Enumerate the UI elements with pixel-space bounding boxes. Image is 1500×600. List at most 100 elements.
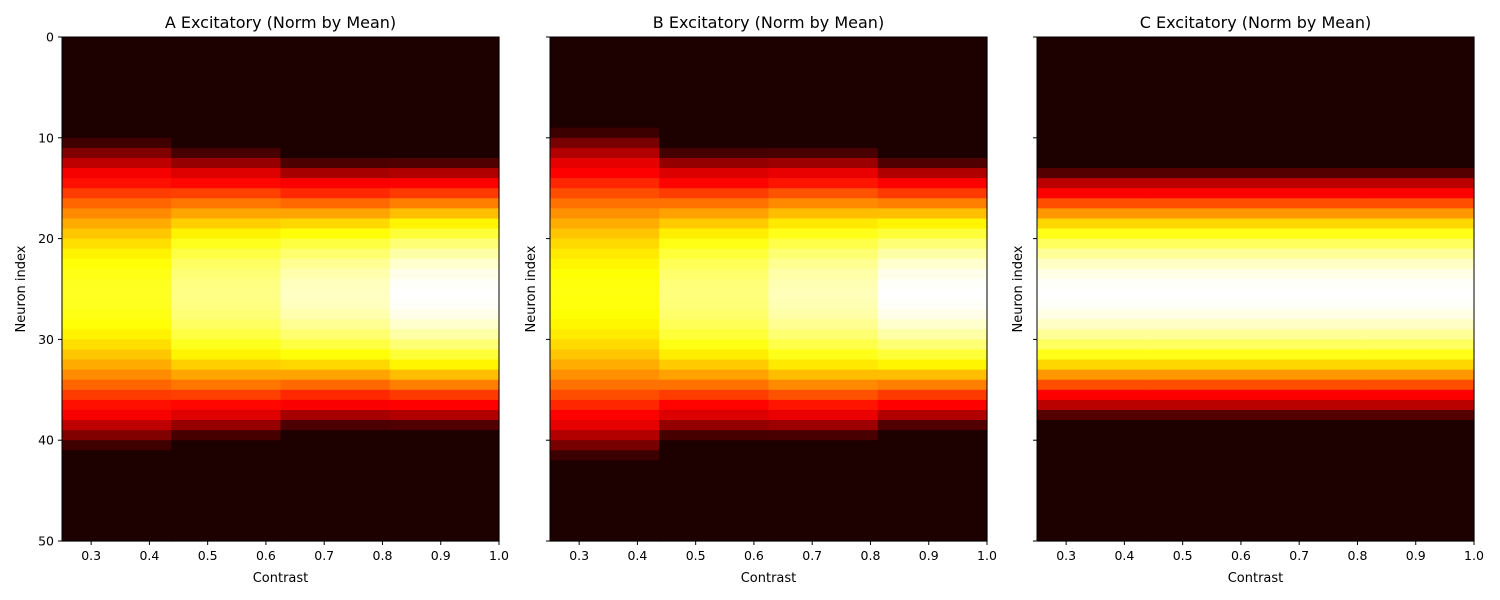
heatmap-cell: [1255, 87, 1366, 99]
x-tick-label: 0.5: [686, 548, 706, 563]
heatmap-cell: [62, 470, 172, 482]
heatmap-cell: [1255, 319, 1366, 330]
x-tick-label: 0.3: [569, 548, 589, 563]
heatmap-cell: [171, 168, 282, 179]
heatmap-cell: [877, 278, 988, 290]
heatmap-cell: [389, 359, 500, 371]
heatmap-cell: [389, 420, 500, 431]
heatmap-cell: [171, 198, 282, 209]
heatmap-cell: [550, 339, 660, 351]
heatmap-cell: [1146, 470, 1257, 482]
heatmap-cell: [389, 77, 500, 88]
heatmap-cell: [550, 440, 660, 451]
heatmap-cell: [171, 218, 282, 230]
heatmap-cell: [1146, 289, 1257, 300]
heatmap-cell: [550, 57, 660, 68]
heatmap-cell: [62, 399, 172, 411]
heatmap-cell: [62, 309, 172, 320]
heatmap-cell: [280, 127, 391, 139]
heatmap-cell: [877, 218, 988, 230]
heatmap-cell: [1037, 319, 1147, 330]
y-axis-label: Neuron index: [14, 245, 29, 332]
heatmap-cell: [62, 490, 172, 502]
heatmap-cell: [877, 188, 988, 199]
heatmap-cell: [389, 490, 500, 502]
heatmap-cell: [280, 218, 391, 230]
heatmap-cell: [1364, 137, 1475, 149]
heatmap-cell: [768, 490, 879, 502]
heatmap-cell: [659, 278, 770, 290]
heatmap-cell: [1146, 97, 1257, 109]
heatmap-cell: [171, 157, 282, 169]
heatmap-cell: [768, 420, 879, 431]
heatmap-cell: [1364, 299, 1475, 310]
plot-frame: [549, 36, 988, 542]
heatmap-cell: [659, 389, 770, 401]
heatmap-cell: [659, 57, 770, 68]
heatmap-cell: [389, 57, 500, 68]
heatmap-cell: [171, 319, 282, 330]
heatmap-cell: [877, 238, 988, 250]
heatmap-cell: [768, 470, 879, 482]
heatmap-cell: [1364, 168, 1475, 179]
heatmap-cell: [389, 218, 500, 230]
heatmap-cell: [62, 440, 172, 451]
x-tick-label: 0.6: [744, 548, 764, 563]
heatmap-cell: [62, 127, 172, 139]
heatmap-cell: [1037, 470, 1147, 482]
x-tick-label: 0.6: [256, 548, 276, 563]
heatmap-cell: [659, 107, 770, 119]
heatmap-cell: [171, 278, 282, 290]
heatmap-cell: [62, 248, 172, 260]
heatmap-cell: [1037, 208, 1147, 220]
heatmap-cell: [62, 520, 172, 532]
heatmap-cell: [389, 268, 500, 280]
heatmap-cell: [1255, 440, 1366, 451]
heatmap-cell: [62, 107, 172, 119]
heatmap-cell: [1255, 37, 1366, 48]
heatmap-cell: [877, 258, 988, 270]
heatmap-cell: [280, 409, 391, 421]
heatmap-cell: [1146, 379, 1257, 391]
heatmap-cell: [62, 329, 172, 340]
heatmap-cell: [1146, 440, 1257, 451]
heatmap-cell: [768, 208, 879, 220]
heatmap-cell: [1255, 238, 1366, 250]
heatmap-cell: [659, 510, 770, 522]
heatmap-cell: [768, 137, 879, 149]
heatmap-cell: [389, 198, 500, 209]
heatmap-cell: [1364, 208, 1475, 220]
heatmap-cell: [877, 369, 988, 381]
heatmap-cell: [768, 460, 879, 472]
heatmap-cell: [280, 97, 391, 109]
heatmap-cell: [1146, 389, 1257, 401]
heatmap-cell: [1146, 178, 1257, 189]
heatmap-cell: [1037, 409, 1147, 421]
heatmap-cell: [1255, 359, 1366, 371]
heatmap-cell: [768, 258, 879, 270]
heatmap-cell: [768, 299, 879, 310]
heatmap-cell: [171, 127, 282, 139]
heatmap-cell: [280, 450, 391, 461]
heatmap-cell: [659, 399, 770, 411]
heatmap-cell: [768, 510, 879, 522]
heatmap-cell: [877, 450, 988, 461]
heatmap-cell: [389, 147, 500, 159]
heatmap-cell: [171, 47, 282, 58]
heatmap-cell: [1037, 127, 1147, 139]
heatmap-cell: [1146, 47, 1257, 58]
heatmap-cell: [62, 430, 172, 441]
heatmap-cell: [1364, 460, 1475, 472]
heatmap-cell: [550, 379, 660, 391]
heatmap-cell: [1037, 480, 1147, 492]
heatmap-cell: [389, 470, 500, 482]
heatmap-cell: [768, 520, 879, 532]
heatmap-cell: [171, 379, 282, 391]
heatmap-cell: [550, 409, 660, 421]
heatmap-cell: [280, 67, 391, 78]
heatmap-cell: [550, 500, 660, 512]
heatmap-cell: [171, 530, 282, 542]
heatmap-cell: [659, 520, 770, 532]
heatmap-cell: [768, 228, 879, 240]
